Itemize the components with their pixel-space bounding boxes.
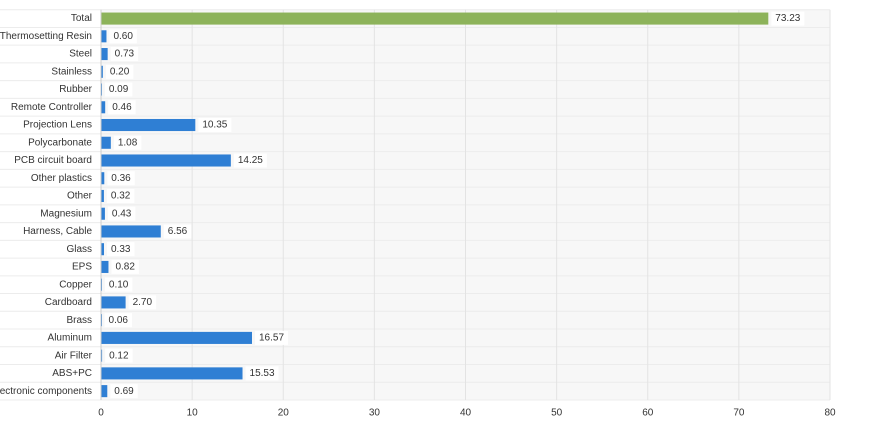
value-label-background xyxy=(106,188,135,203)
value-label-background xyxy=(111,259,139,274)
bar xyxy=(101,243,105,256)
y-tick-label: Glass xyxy=(66,244,92,255)
y-tick-label: Thermosetting Resin xyxy=(0,31,92,42)
y-tick-label: PCB circuit board xyxy=(14,155,92,166)
x-tick-label: 80 xyxy=(824,408,836,419)
value-label-background xyxy=(104,313,133,328)
x-tick-label: 30 xyxy=(369,408,381,419)
value-label: 16.57 xyxy=(259,333,284,344)
value-label-background xyxy=(104,82,133,97)
bar xyxy=(101,189,104,203)
bar xyxy=(101,349,103,362)
bar xyxy=(101,225,161,238)
x-tick-label: 0 xyxy=(98,408,104,419)
y-tick-label: Other plastics xyxy=(31,173,92,184)
value-label: 0.60 xyxy=(113,31,133,42)
bar xyxy=(101,118,196,132)
value-label-background xyxy=(128,295,157,310)
value-label-background xyxy=(233,153,267,168)
y-tick-label: EPS xyxy=(72,262,92,273)
value-label: 0.20 xyxy=(110,66,130,77)
x-tick-label: 10 xyxy=(187,408,199,419)
y-tick-label: Other xyxy=(67,191,93,202)
value-label: 0.32 xyxy=(111,191,131,202)
y-tick-label: Aluminum xyxy=(48,333,92,344)
value-label-background xyxy=(163,224,192,239)
value-label-background xyxy=(105,348,133,363)
value-label-background xyxy=(107,206,136,221)
x-tick-label: 70 xyxy=(733,408,745,419)
bar xyxy=(101,260,109,273)
value-label: 0.82 xyxy=(115,262,135,273)
value-label-background xyxy=(245,366,279,381)
value-label-background xyxy=(110,47,139,62)
value-label-background xyxy=(104,277,133,292)
y-tick-label: Total xyxy=(71,13,92,24)
value-label-background xyxy=(105,64,134,79)
value-label: 0.46 xyxy=(112,102,132,113)
y-tick-label: Air Filter xyxy=(55,350,93,361)
y-tick-label: Polycarbonate xyxy=(28,137,92,148)
bar xyxy=(101,367,243,380)
y-tick-label: Electronic components xyxy=(0,386,92,397)
value-label: 15.53 xyxy=(250,368,275,379)
bar xyxy=(101,154,231,167)
value-label: 0.12 xyxy=(109,350,129,361)
value-label: 10.35 xyxy=(202,120,227,131)
y-tick-label: ABS+PC xyxy=(52,368,92,379)
y-tick-label: Remote Controller xyxy=(11,102,93,113)
value-label: 0.09 xyxy=(109,84,129,95)
value-label: 14.25 xyxy=(238,155,263,166)
value-label: 0.10 xyxy=(109,279,129,290)
bar xyxy=(101,207,105,220)
value-label-background xyxy=(113,135,142,150)
x-tick-label: 50 xyxy=(551,408,563,419)
x-tick-label: 20 xyxy=(278,408,290,419)
value-label: 0.73 xyxy=(115,49,135,60)
value-label-background xyxy=(109,29,137,44)
value-label-background xyxy=(771,11,805,26)
bar xyxy=(101,385,108,398)
value-label-background xyxy=(108,100,136,115)
bar xyxy=(101,65,103,78)
bar xyxy=(101,12,769,25)
value-label-background xyxy=(254,330,289,345)
value-label: 0.36 xyxy=(111,173,131,184)
y-tick-label: Stainless xyxy=(51,66,92,77)
value-label: 73.23 xyxy=(775,13,800,24)
bar xyxy=(101,331,252,344)
value-label: 0.43 xyxy=(112,208,132,219)
y-tick-label: Steel xyxy=(69,49,92,60)
y-tick-label: Brass xyxy=(66,315,92,326)
y-tick-label: Cardboard xyxy=(45,297,92,308)
value-label: 0.33 xyxy=(111,244,131,255)
value-label-background xyxy=(110,384,138,399)
value-label: 6.56 xyxy=(168,226,188,237)
y-tick-label: Projection Lens xyxy=(23,120,92,131)
y-tick-label: Copper xyxy=(59,279,92,290)
value-label-background xyxy=(107,242,135,257)
value-label: 0.06 xyxy=(109,315,129,326)
bar xyxy=(101,296,126,309)
x-tick-label: 60 xyxy=(642,408,654,419)
value-label-background xyxy=(107,171,135,186)
value-label: 0.69 xyxy=(114,386,134,397)
bar xyxy=(101,136,111,149)
bar xyxy=(101,101,106,114)
y-tick-label: Rubber xyxy=(59,84,92,95)
x-tick-label: 40 xyxy=(460,408,472,419)
bar xyxy=(101,30,107,43)
value-label: 2.70 xyxy=(133,297,153,308)
y-tick-label: Magnesium xyxy=(40,208,92,219)
value-label-background xyxy=(198,118,232,133)
y-tick-label: Harness, Cable xyxy=(23,226,92,237)
bar xyxy=(101,48,108,61)
bar xyxy=(101,172,105,185)
value-label: 1.08 xyxy=(118,137,138,148)
